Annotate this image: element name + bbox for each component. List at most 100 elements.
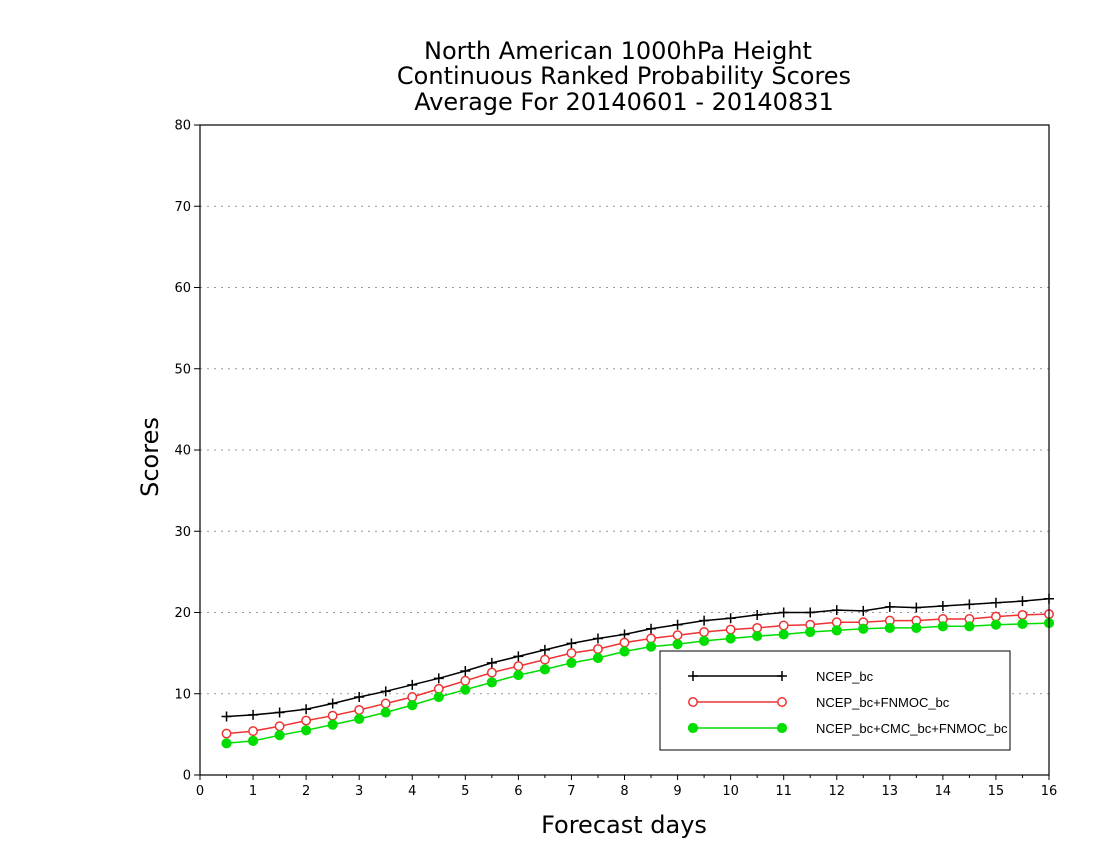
- data-point: [778, 607, 789, 618]
- data-point: [248, 726, 259, 737]
- data-point: [354, 713, 365, 725]
- y-tick-label: 10: [174, 687, 191, 702]
- data-point: [327, 698, 338, 709]
- data-point: [407, 679, 418, 690]
- data-point: [221, 728, 232, 739]
- y-axis-label: Scores: [136, 417, 164, 497]
- data-point: [274, 721, 285, 732]
- data-point: [911, 622, 922, 634]
- x-tick-label: 1: [249, 784, 257, 799]
- x-tick-label: 16: [1041, 784, 1058, 799]
- data-point: [884, 622, 895, 634]
- y-tick-label: 70: [174, 200, 191, 215]
- data-point: [1017, 596, 1028, 607]
- data-point: [831, 605, 842, 616]
- data-point: [566, 657, 577, 668]
- x-axis-ticks: 0 1 2 3 4 5 6 7 8 9 10 11 12 13 14 15 16: [196, 775, 1057, 799]
- data-point: [407, 692, 418, 702]
- grid-lines: [200, 205, 1049, 695]
- x-tick-label: 7: [567, 784, 575, 799]
- y-tick-label: 20: [174, 606, 191, 621]
- data-point: [831, 625, 842, 636]
- data-point: [593, 644, 603, 655]
- data-point: [805, 626, 816, 638]
- data-point: [725, 633, 736, 644]
- data-point: [805, 607, 816, 618]
- plot-series: [221, 593, 1055, 749]
- data-point: [831, 617, 842, 628]
- data-point: [460, 675, 471, 686]
- plot-frame: [199, 124, 1050, 776]
- data-point: [672, 619, 683, 630]
- data-point: [752, 609, 763, 620]
- legend-box: [659, 650, 1011, 751]
- data-point: [539, 654, 550, 665]
- data-point: [645, 641, 657, 652]
- data-point: [539, 664, 551, 675]
- data-point: [699, 627, 710, 637]
- legend-marker: [776, 722, 788, 734]
- legend-marker: [688, 671, 698, 681]
- series-NCEP_bc+CMC_bc+FNMOC_bc: [221, 617, 1055, 749]
- data-point: [327, 719, 338, 730]
- data-point: [646, 623, 657, 634]
- data-point: [990, 597, 1001, 608]
- data-point: [380, 707, 391, 718]
- y-tick-label: 80: [174, 119, 191, 134]
- data-point: [619, 637, 630, 648]
- data-point: [937, 621, 948, 632]
- data-point: [380, 698, 391, 709]
- data-point: [247, 735, 259, 746]
- data-point: [274, 707, 285, 718]
- data-point: [460, 684, 471, 695]
- legend-marker: [687, 722, 699, 734]
- data-point: [672, 639, 683, 650]
- y-tick-label: 50: [174, 362, 191, 377]
- data-point: [619, 646, 630, 657]
- chart-title-line-2: Continuous Ranked Probability Scores: [397, 62, 851, 90]
- x-tick-label: 2: [302, 784, 310, 799]
- data-point: [486, 667, 497, 678]
- data-point: [1017, 609, 1028, 620]
- x-tick-label: 15: [988, 784, 1005, 799]
- legend-marker: [777, 697, 787, 707]
- data-point: [964, 599, 975, 610]
- data-point: [486, 677, 497, 688]
- x-tick-label: 3: [355, 784, 363, 799]
- data-point: [725, 613, 736, 624]
- data-point: [221, 738, 232, 749]
- data-point: [911, 602, 922, 613]
- data-point: [433, 691, 444, 703]
- data-point: [486, 657, 497, 668]
- legend-marker: [777, 671, 787, 681]
- data-point: [380, 686, 391, 697]
- x-axis-label: Forecast days: [541, 811, 707, 839]
- data-point: [354, 692, 365, 702]
- data-point: [301, 704, 312, 715]
- data-point: [858, 605, 869, 616]
- data-point: [460, 666, 471, 676]
- legend: NCEP_bc NCEP_bc+FNMOC_bc NCEP_bc+CMC_bc+FN…: [659, 650, 1011, 751]
- data-point: [672, 630, 683, 641]
- data-point: [699, 615, 710, 626]
- data-point: [646, 633, 656, 644]
- x-tick-label: 6: [514, 784, 522, 799]
- x-tick-label: 4: [408, 784, 416, 799]
- data-point: [858, 623, 869, 634]
- data-point: [566, 648, 577, 659]
- data-point: [990, 611, 1001, 622]
- legend-label: NCEP_bc: [816, 669, 874, 684]
- legend-label: NCEP_bc+FNMOC_bc: [816, 695, 950, 710]
- data-point: [592, 652, 604, 664]
- data-point: [752, 630, 763, 642]
- y-tick-label: 30: [174, 525, 191, 540]
- data-point: [698, 635, 710, 647]
- data-point: [592, 633, 603, 644]
- x-tick-label: 5: [461, 784, 469, 799]
- data-point: [778, 629, 789, 640]
- data-point: [513, 661, 524, 672]
- data-point: [274, 730, 285, 741]
- x-tick-label: 9: [673, 784, 681, 799]
- series-NCEP_bc: [221, 593, 1054, 722]
- y-tick-label: 0: [183, 769, 191, 784]
